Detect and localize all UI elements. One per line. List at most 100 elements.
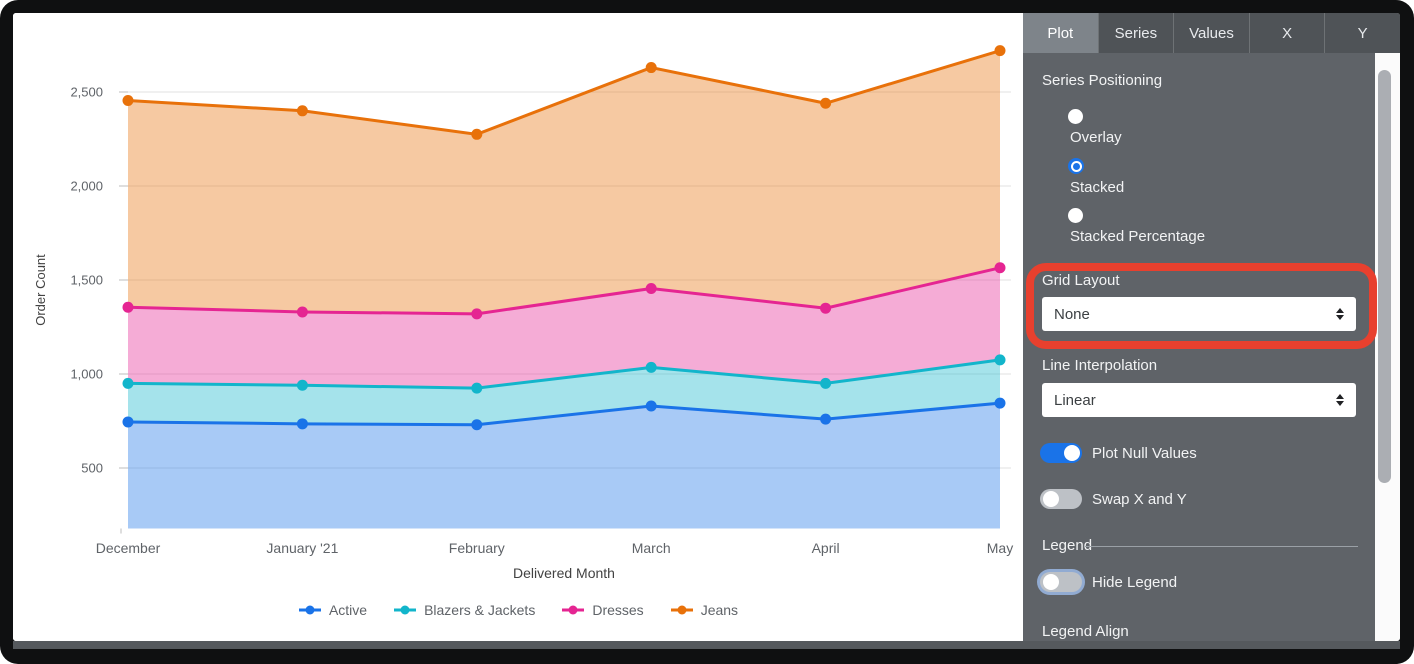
window-bottom-strip <box>13 641 1400 649</box>
legend-marker-icon <box>670 605 693 615</box>
tab-y[interactable]: Y <box>1324 13 1400 53</box>
stacked-area-chart: 500 1,000 1,500 2,000 2,500 December January '… <box>33 45 1013 581</box>
tab-values[interactable]: Values <box>1173 13 1249 53</box>
series-line-blazers-jackets <box>127 358 1001 390</box>
tab-series[interactable]: Series <box>1097 13 1174 53</box>
toggle-knob <box>1064 445 1080 461</box>
legend-label: Active <box>328 602 368 618</box>
toggle-label: Swap X and Y <box>1092 490 1187 508</box>
toggle-hide-legend[interactable] <box>1040 572 1082 592</box>
panel-scrollbar-track[interactable] <box>1375 53 1400 641</box>
line-interpolation-select[interactable]: Linear <box>1042 383 1356 417</box>
data-point[interactable] <box>820 413 832 425</box>
data-point[interactable] <box>471 382 483 394</box>
series-line-dresses <box>127 266 1001 316</box>
data-point[interactable] <box>645 400 657 412</box>
legend-item-blazers-jackets: Blazers & Jackets <box>393 602 535 618</box>
series-positioning-radio-group: Overlay Stacked Stacked Percentage <box>1068 109 1205 257</box>
data-point[interactable] <box>645 282 657 294</box>
data-point[interactable] <box>296 105 308 117</box>
data-point[interactable] <box>122 94 134 106</box>
x-tick-label: April <box>812 540 840 556</box>
grid-layout-value: None <box>1054 305 1090 323</box>
updown-arrow-icon <box>1336 308 1344 320</box>
x-tick-label: February <box>449 540 505 556</box>
data-point[interactable] <box>994 354 1006 366</box>
area-band-dresses <box>128 267 1000 389</box>
area-band-active <box>128 403 1000 529</box>
legend-marker-icon <box>298 605 321 615</box>
legend-section-label: Legend <box>1042 537 1093 554</box>
legend-marker-icon <box>562 605 585 615</box>
radio-selected-icon[interactable] <box>1068 158 1084 174</box>
plot-null-values-row: Plot Null Values <box>1040 443 1197 463</box>
legend-item-active: Active <box>298 602 367 618</box>
area-band-blazers-jackets <box>128 359 1000 425</box>
grid-layout-select[interactable]: None <box>1042 297 1356 331</box>
y-tick-label: 500 <box>81 461 103 476</box>
section-divider <box>1085 546 1358 547</box>
radio-option-overlay[interactable]: Overlay <box>1068 109 1205 146</box>
legend-item-jeans: Jeans <box>670 602 738 618</box>
series-line-jeans <box>127 49 1001 136</box>
data-point[interactable] <box>122 416 134 428</box>
x-tick-label: May <box>987 540 1013 556</box>
panel-scrollbar-thumb[interactable] <box>1378 70 1391 483</box>
data-point[interactable] <box>820 377 832 389</box>
radio-label: Overlay <box>1070 129 1122 146</box>
toggle-knob <box>1043 491 1059 507</box>
legend-label: Dresses <box>592 602 644 618</box>
toggle-plot-null-values[interactable] <box>1040 443 1082 463</box>
data-point[interactable] <box>122 301 134 313</box>
radio-label: Stacked Percentage <box>1070 228 1206 245</box>
data-point[interactable] <box>645 62 657 74</box>
data-point[interactable] <box>471 419 483 431</box>
hide-legend-row: Hide Legend <box>1040 572 1177 592</box>
data-point[interactable] <box>471 128 483 140</box>
data-point[interactable] <box>820 302 832 314</box>
data-point[interactable] <box>296 379 308 391</box>
tab-x[interactable]: X <box>1248 13 1325 53</box>
data-point[interactable] <box>296 418 308 430</box>
line-interpolation-label: Line Interpolation <box>1042 357 1158 374</box>
window-content: 500 1,000 1,500 2,000 2,500 December January '… <box>13 13 1400 641</box>
legend-label: Jeans <box>700 602 739 618</box>
data-point[interactable] <box>645 361 657 373</box>
data-point[interactable] <box>994 397 1006 409</box>
radio-unselected-icon[interactable] <box>1068 109 1083 124</box>
legend-marker-icon <box>394 605 417 615</box>
y-axis-title: Order Count <box>33 254 48 326</box>
data-point[interactable] <box>820 97 832 109</box>
data-point[interactable] <box>296 306 308 318</box>
y-tick-label: 1,000 <box>70 367 103 382</box>
y-tick-label: 2,500 <box>70 85 103 100</box>
y-tick-label: 2,000 <box>70 179 103 194</box>
section-label-series-positioning: Series Positioning <box>1042 72 1163 89</box>
legend-label: Blazers & Jackets <box>424 602 536 618</box>
x-tick-label: January '21 <box>266 540 338 556</box>
panel-tabs: Plot Series Values X Y <box>1023 13 1400 53</box>
data-point[interactable] <box>471 308 483 320</box>
legend-item-dresses: Dresses <box>561 602 644 618</box>
toggle-label: Hide Legend <box>1092 573 1178 591</box>
chart-legend: Active Blazers & Jackets Dresses Jeans <box>13 602 1023 618</box>
legend-align-label: Legend Align <box>1042 623 1129 640</box>
toggle-label: Plot Null Values <box>1092 444 1197 462</box>
swap-x-y-row: Swap X and Y <box>1040 489 1187 509</box>
data-point[interactable] <box>994 262 1006 274</box>
data-point[interactable] <box>122 377 134 389</box>
data-point[interactable] <box>994 45 1006 57</box>
grid-layout-label: Grid Layout <box>1042 272 1120 289</box>
line-interpolation-value: Linear <box>1054 391 1096 409</box>
y-tick-label: 1,500 <box>70 273 103 288</box>
area-band-jeans <box>128 50 1000 314</box>
toggle-knob <box>1043 574 1059 590</box>
radio-unselected-icon[interactable] <box>1068 208 1083 223</box>
chart-canvas: 500 1,000 1,500 2,000 2,500 December January '… <box>13 13 1023 641</box>
toggle-swap-x-and-y[interactable] <box>1040 489 1082 509</box>
radio-option-stacked[interactable]: Stacked <box>1068 158 1205 196</box>
tab-plot[interactable]: Plot <box>1023 13 1098 53</box>
x-tick-label: March <box>632 540 671 556</box>
radio-option-stacked-percentage[interactable]: Stacked Percentage <box>1068 208 1205 245</box>
